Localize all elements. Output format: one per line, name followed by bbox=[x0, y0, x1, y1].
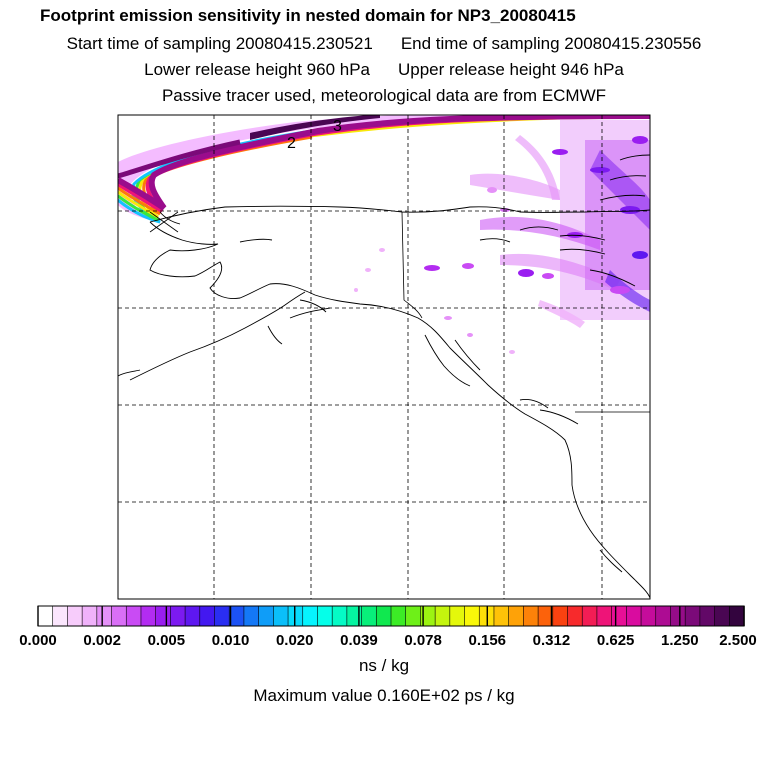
colorbar-swatch bbox=[464, 605, 480, 627]
colorbar bbox=[37, 605, 745, 627]
colorbar-swatch bbox=[273, 605, 289, 627]
colorbar-swatch bbox=[317, 605, 333, 627]
colorbar-tick-label: 0.010 bbox=[212, 632, 250, 649]
colorbar-ticks: 0.000 0.002 0.005 0.010 0.020 0.039 0.078 0.156… bbox=[19, 606, 757, 649]
colorbar-swatch bbox=[331, 605, 348, 627]
colorbar-swatch bbox=[728, 605, 745, 627]
colorbar-tick-label: 0.312 bbox=[533, 632, 571, 649]
colorbar-swatch bbox=[405, 605, 422, 627]
release-point-marker bbox=[149, 211, 179, 233]
colorbar-swatch bbox=[567, 605, 583, 627]
colorbar-tick-label: 0.005 bbox=[148, 632, 186, 649]
colorbar-swatch bbox=[655, 605, 672, 627]
map-area: 2 3 bbox=[118, 115, 650, 599]
colorbar-swatch bbox=[184, 605, 201, 627]
colorbar-swatch bbox=[493, 605, 510, 627]
colorbar-swatch bbox=[258, 605, 275, 627]
colorbar-swatch bbox=[508, 605, 525, 627]
colorbar-swatch bbox=[684, 605, 701, 627]
colorbar-swatch bbox=[67, 605, 83, 627]
colorbar-swatch bbox=[155, 605, 172, 627]
upper-height-label: Upper release height 946 hPa bbox=[398, 60, 624, 79]
colorbar-swatch bbox=[449, 605, 466, 627]
colorbar-swatch bbox=[96, 605, 113, 627]
colorbar-swatch bbox=[581, 605, 598, 627]
colorbar-swatch bbox=[346, 605, 363, 627]
data-source-line: Passive tracer used, meteorological data… bbox=[161, 86, 607, 105]
colorbar-swatch bbox=[37, 605, 54, 627]
contour-label: 3 bbox=[333, 118, 342, 135]
colorbar-swatch bbox=[287, 605, 304, 627]
max-value-label: Maximum value 0.160E+02 ps / kg bbox=[253, 686, 515, 705]
colorbar-swatch bbox=[302, 605, 319, 627]
start-time-label: Start time of sampling 20080415.230521 bbox=[66, 34, 373, 53]
units-label: ns / kg bbox=[358, 656, 410, 675]
colorbar-swatch bbox=[552, 605, 569, 627]
colorbar-swatch bbox=[390, 605, 407, 627]
sampling-time-line: Start time of sampling 20080415.230521 En… bbox=[0, 34, 768, 54]
colorbar-tick-label: 2.500 bbox=[719, 632, 757, 649]
colorbar-tick-label: 0.625 bbox=[597, 632, 635, 649]
colorbar-tick-label: 0.156 bbox=[468, 632, 506, 649]
page-title: Footprint emission sensitivity in nested… bbox=[40, 6, 576, 25]
graticule bbox=[118, 115, 650, 599]
colorbar-swatch bbox=[111, 605, 127, 627]
end-time-label: End time of sampling 20080415.230556 bbox=[400, 34, 702, 53]
colorbar-swatch bbox=[52, 605, 69, 627]
colorbar-tick-label: 1.250 bbox=[661, 632, 699, 649]
colorbar-swatch bbox=[361, 605, 377, 627]
colorbar-swatch bbox=[714, 605, 730, 627]
emission-plume bbox=[118, 115, 650, 224]
colorbar-swatch bbox=[434, 605, 451, 627]
colorbar-swatch bbox=[170, 605, 186, 627]
colorbar-swatch bbox=[81, 605, 98, 627]
colorbar-swatch bbox=[140, 605, 157, 627]
colorbar-swatch bbox=[596, 605, 613, 627]
colorbar-swatch bbox=[243, 605, 260, 627]
lower-height-label: Lower release height 960 hPa bbox=[144, 60, 370, 79]
colorbar-tick-label: 0.000 bbox=[19, 632, 57, 649]
colorbar-swatch bbox=[626, 605, 642, 627]
colorbar-tick-label: 0.078 bbox=[404, 632, 442, 649]
colorbar-swatch bbox=[670, 605, 686, 627]
sensitivity-field bbox=[354, 120, 650, 354]
colorbar-tick-label: 0.039 bbox=[340, 632, 378, 649]
colorbar-swatch bbox=[228, 605, 245, 627]
colorbar-swatch bbox=[125, 605, 142, 627]
borders bbox=[401, 211, 650, 413]
colorbar-swatch bbox=[375, 605, 392, 627]
contour-label: 2 bbox=[287, 135, 296, 152]
colorbar-swatch bbox=[640, 605, 657, 627]
colorbar-swatch bbox=[523, 605, 539, 627]
coastlines bbox=[118, 154, 650, 599]
colorbar-swatch bbox=[611, 605, 628, 627]
colorbar-swatch bbox=[199, 605, 216, 627]
colorbar-tick-label: 0.020 bbox=[276, 632, 314, 649]
colorbar-swatch bbox=[214, 605, 230, 627]
colorbar-swatch bbox=[699, 605, 716, 627]
map-frame bbox=[117, 114, 651, 600]
release-height-line: Lower release height 960 hPa Upper releas… bbox=[0, 60, 768, 80]
colorbar-tick-label: 0.002 bbox=[83, 632, 121, 649]
